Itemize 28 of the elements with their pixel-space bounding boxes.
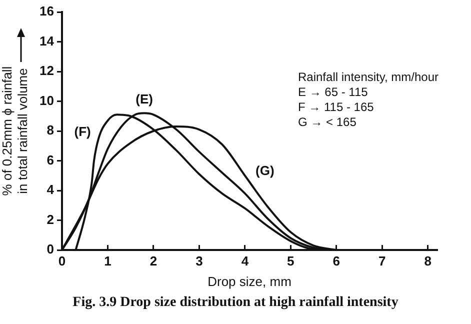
y-tick-label: 8 xyxy=(46,122,54,138)
annotation: G → < 165 xyxy=(298,115,358,130)
series-label: (F) xyxy=(74,124,91,140)
y-tick-label: 16 xyxy=(40,4,54,19)
x-tick-label: 0 xyxy=(58,253,66,268)
y-tick-label: 6 xyxy=(46,152,54,168)
x-tick-label: 8 xyxy=(424,253,432,268)
y-tick-label: 4 xyxy=(46,182,55,198)
text: Fig. 3.9 Drop size distribution at high rainfall intensity xyxy=(72,295,400,311)
annotation: E → 65 - 115 xyxy=(298,85,369,100)
series-label: (G) xyxy=(256,163,274,178)
y-tick-label: 2 xyxy=(46,212,54,227)
y-tick-label: 14 xyxy=(40,33,55,48)
x-tick-label: 5 xyxy=(287,253,294,268)
x-tick-label: 4 xyxy=(241,253,250,268)
x-tick-label: 1 xyxy=(104,253,112,268)
y-tick-label: 10 xyxy=(40,92,54,108)
annotation: Rainfall intensity, mm/hour xyxy=(298,70,438,85)
x-tick-label: 6 xyxy=(332,253,340,268)
y-axis-title: % of 0.25mm ϕ rainfall in total rainfall volume xyxy=(0,66,30,196)
x-tick-label: 3 xyxy=(196,253,203,268)
x-axis-title: Drop size, mm xyxy=(208,274,292,289)
annotation: F → 115 - 165 xyxy=(298,100,375,115)
y-tick-label: 12 xyxy=(40,63,54,78)
x-tick-label: 7 xyxy=(378,253,386,268)
x-tick-label: 2 xyxy=(150,253,158,268)
series-label: (E) xyxy=(136,92,153,107)
y-tick-label: 0 xyxy=(46,242,54,257)
